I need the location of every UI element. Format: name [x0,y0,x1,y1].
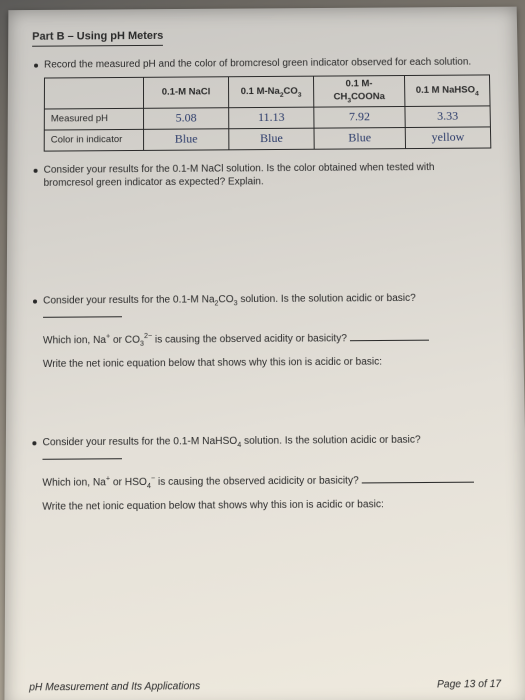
table-row: 0.1-M NaCl 0.1 M-Na2CO3 0.1 M-CH3COONa 0… [44,75,490,109]
worksheet-paper: Part B – Using pH Meters Record the meas… [4,7,525,700]
ph-cell: 5.08 [144,108,229,130]
nahso4-prefix: Consider your results for the 0.1-M NaHS… [43,436,238,449]
footer-left: pH Measurement and Its Applications [29,679,200,695]
eqn-prompt: Write the net ionic equation below that … [42,498,498,515]
na2co3-suffix: solution. Is the solution acidic or basi… [238,293,416,305]
photo-background: Part B – Using pH Meters Record the meas… [0,0,525,700]
footer-right: Page 13 of 17 [437,677,501,692]
answer-space [31,188,494,289]
handwritten-value: 3.33 [437,108,458,122]
intro-bullet: Record the measured pH and the color of … [32,55,490,72]
handwritten-value: 5.08 [176,110,197,124]
bullet-dot-icon [34,169,38,173]
na2co3-question: Consider your results for the 0.1-M Na2C… [31,291,496,372]
handwritten-value: 11.13 [258,109,285,123]
nacl-question: Consider your results for the 0.1-M NaCl… [31,161,492,191]
col-header: 0.1 M NaHSO4 [404,75,490,106]
handwritten-value: Blue [348,130,371,144]
ion-suffix: is causing the observed acidity or basic… [152,333,347,346]
row-header: Measured pH [44,108,143,130]
page-footer: pH Measurement and Its Applications Page… [29,677,501,695]
row-header: Color in indicator [44,129,143,151]
answer-blank [43,308,122,319]
intro-text: Record the measured pH and the color of … [44,55,490,72]
handwritten-value: Blue [175,131,198,145]
nahso4-suffix: solution. Is the solution acidic or basi… [241,434,421,447]
question-text: Consider your results for the 0.1-M NaHS… [42,433,498,515]
ion-question: Which ion, Na+ or HSO4− is causing the o… [42,472,497,490]
question-text: Consider your results for the 0.1-M Na2C… [43,291,496,372]
ion-mid: or HSO [110,477,147,489]
col-header: 0.1 M-CH3COONa [314,76,405,107]
color-cell: Blue [314,127,406,149]
nahso4-question: Consider your results for the 0.1-M NaHS… [30,433,498,515]
ph-cell: 11.13 [229,107,314,129]
answer-blank [42,449,121,460]
answer-blank [350,330,429,341]
handwritten-value: Blue [260,130,283,144]
color-cell: Blue [229,128,314,150]
ion-suffix: is causing the observed acidicity or bas… [155,475,359,488]
color-cell: yellow [405,127,491,149]
ion-prefix: Which ion, Na [42,477,106,489]
handwritten-value: 7.92 [349,109,370,123]
question-text: Consider your results for the 0.1-M NaCl… [44,161,493,191]
answer-blank [361,472,473,483]
ph-cell: 7.92 [314,106,405,128]
na2co3-prefix: Consider your results for the 0.1-M Na [43,294,214,306]
table-row: Color in indicator Blue Blue Blue yellow [44,127,491,151]
bullet-dot-icon [33,299,37,303]
col-header: 0.1 M-Na2CO3 [229,76,314,107]
ion-mid: or CO [110,334,140,345]
ion-prefix: Which ion, Na [43,335,106,347]
nacl-line2: bromcresol green indicator as expected? … [44,177,264,190]
table-corner-cell [44,78,143,109]
ph-data-table: 0.1-M NaCl 0.1 M-Na2CO3 0.1 M-CH3COONa 0… [44,75,492,152]
bullet-dot-icon [32,441,36,445]
ph-cell: 3.33 [405,106,491,128]
nacl-line1: Consider your results for the 0.1-M NaCl… [44,162,435,176]
bullet-dot-icon [34,63,38,67]
part-title: Part B – Using pH Meters [32,29,163,47]
handwritten-value: yellow [431,129,464,143]
col-header: 0.1-M NaCl [143,77,228,108]
answer-space [30,369,496,430]
ion-question: Which ion, Na+ or CO32− is causing the o… [43,330,495,348]
color-cell: Blue [144,129,229,151]
